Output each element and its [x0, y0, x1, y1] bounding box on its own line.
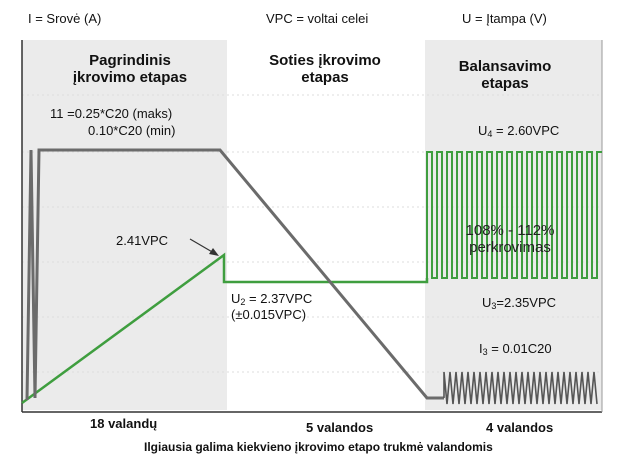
u4-symbol: U — [478, 123, 488, 138]
u2-value: = 2.37VPC — [245, 291, 313, 306]
absorption-phase-title-line2: etapas — [301, 69, 349, 87]
u3-label: U3=2.35VPC — [482, 295, 557, 311]
peak-arrow — [189, 238, 215, 254]
balance-phase-title-line1: Balansavimo — [458, 58, 552, 75]
absorption-phase-title: Soties įkrovimo etapas — [250, 52, 400, 87]
u2-subscript: 2 — [240, 297, 246, 307]
balance-phase-title-line2: etapas — [481, 75, 529, 93]
main-duration: 18 valandų — [90, 416, 158, 431]
i3-symbol: I — [479, 341, 483, 356]
overcharge-line2: perkrovimas — [469, 239, 551, 257]
u3-symbol: U — [482, 295, 492, 310]
vpc-legend: VPC = voltai celei — [266, 11, 369, 26]
u3-subscript: 3 — [491, 301, 497, 311]
voltage-legend: U = Įtampa (V) — [462, 11, 547, 26]
u4-subscript: 4 — [487, 129, 493, 139]
u2-tolerance: (±0.015VPC) — [231, 307, 307, 322]
i1-min-label: 0.10*C20 (min) — [88, 123, 176, 138]
overcharge-label: 108% - 112% perkrovimas — [440, 222, 580, 257]
u2-label: U2 = 2.37VPC — [231, 291, 313, 307]
i3-subscript: 3 — [482, 347, 488, 357]
balance-phase-title: Balansavimo etapas — [440, 58, 570, 93]
u4-label: U4 = 2.60VPC — [478, 123, 560, 139]
main-phase-title-line1: Pagrindinis — [89, 52, 171, 69]
voltage-curve — [21, 252, 429, 405]
u3-value: =2.35VPC — [496, 295, 557, 310]
voltage-oscillation — [426, 151, 602, 279]
u4-value: = 2.60VPC — [492, 123, 560, 138]
caption: Ilgiausia galima kiekvieno įkrovimo etap… — [144, 440, 493, 454]
absorption-phase-title-line1: Soties įkrovimo — [269, 52, 381, 69]
overcharge-line1: 108% - 112% — [465, 222, 555, 239]
absorption-duration: 5 valandos — [306, 420, 374, 435]
current-curve — [25, 148, 444, 401]
i3-value: = 0.01C20 — [487, 341, 552, 356]
i3-label: I3 = 0.01C20 — [479, 341, 552, 357]
main-phase-title-line2: įkrovimo etapas — [72, 69, 188, 87]
main-phase-shade — [22, 40, 227, 410]
u2-symbol: U — [231, 291, 241, 306]
current-oscillation — [443, 371, 598, 405]
u-peak-label: 2.41VPC — [116, 233, 169, 248]
current-legend: I = Srovė (A) — [28, 11, 102, 26]
i1-max-label: 11 =0.25*C20 (maks) — [50, 106, 173, 121]
peak-arrowhead — [209, 248, 219, 256]
balance-duration: 4 valandos — [486, 420, 554, 435]
main-phase-title: Pagrindinis įkrovimo etapas — [60, 52, 200, 87]
